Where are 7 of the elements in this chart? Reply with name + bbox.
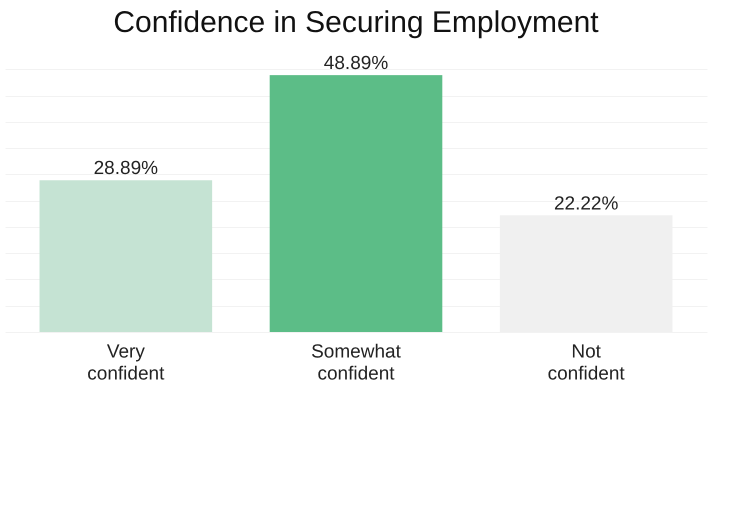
x-tick-label: Very confident bbox=[87, 342, 166, 384]
x-tick-label: Somewhat confident bbox=[311, 342, 402, 384]
chart-title: Confidence in Securing Employment bbox=[113, 6, 600, 39]
data-label: 48.89% bbox=[324, 53, 388, 74]
data-label: 28.89% bbox=[94, 158, 158, 180]
x-tick-label: Not confident bbox=[548, 342, 626, 384]
data-label: 22.22% bbox=[554, 193, 618, 214]
